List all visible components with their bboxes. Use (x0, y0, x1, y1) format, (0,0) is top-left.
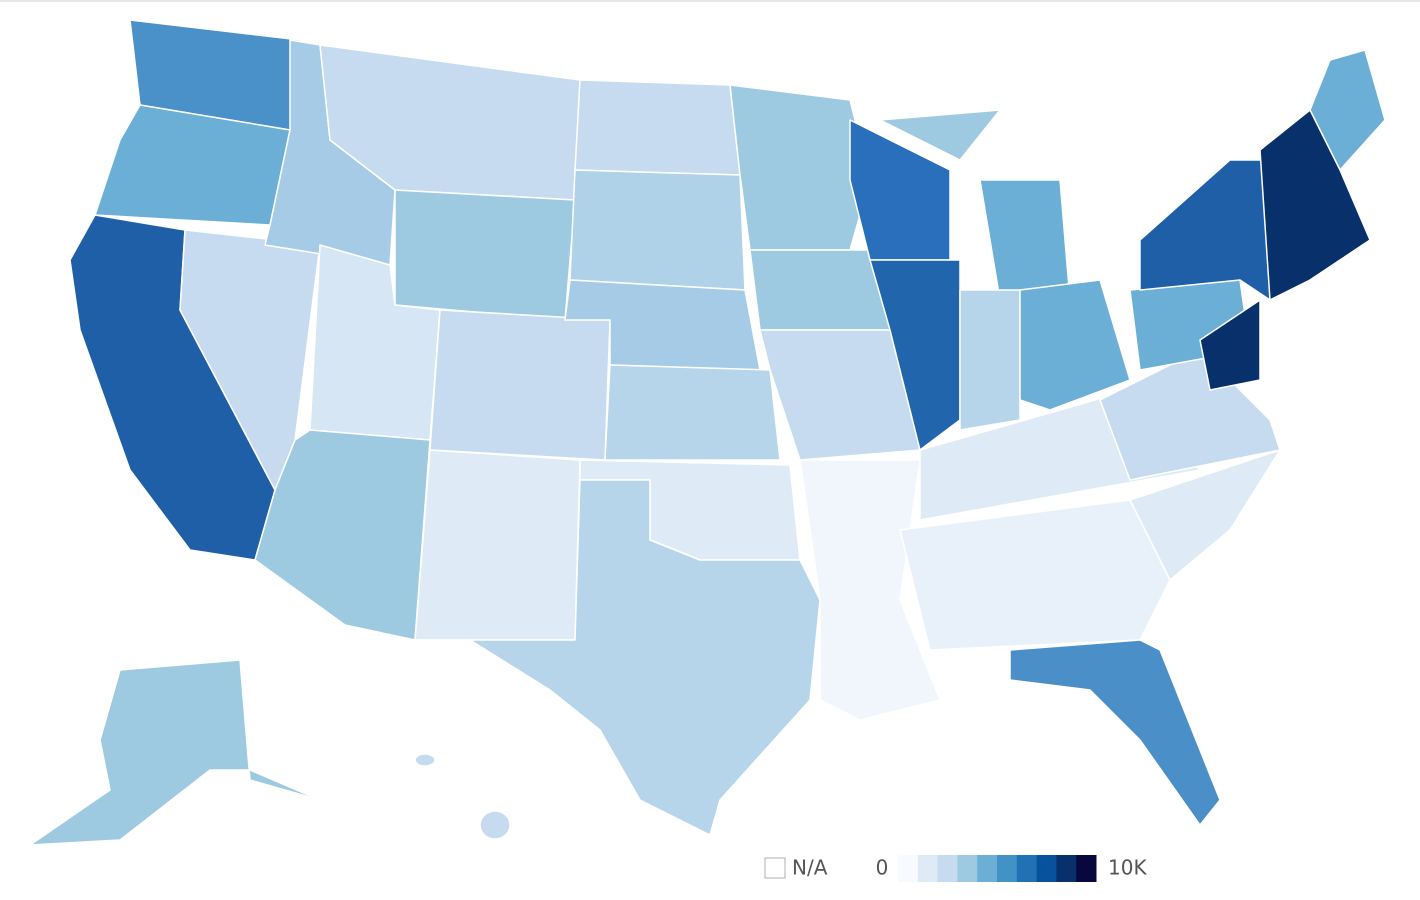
region-alaska (29, 659, 321, 846)
legend-min-label: 0 (876, 856, 889, 880)
region-kansas (604, 364, 781, 461)
region-missouri (759, 329, 921, 461)
legend-swatch (977, 855, 998, 882)
region-florida (1009, 639, 1221, 826)
region-minnesota (729, 84, 871, 251)
region-michigan-upper (879, 109, 1001, 161)
legend-swatch (898, 855, 919, 882)
region-hawaii (479, 810, 511, 840)
legend-swatch (1076, 855, 1097, 882)
region-ohio (1019, 279, 1131, 411)
region-new-york (1139, 159, 1271, 301)
region-indiana (959, 289, 1021, 431)
legend: N/A 0 10K (764, 855, 1147, 882)
region-north-dakota (574, 79, 741, 176)
legend-swatches (898, 855, 1097, 882)
region-oregon (94, 104, 291, 226)
na-label: N/A (792, 856, 828, 880)
region-mid-atlantic (1199, 299, 1261, 391)
region-new-mexico (414, 449, 581, 641)
region-deep-south (899, 499, 1171, 651)
region-illinois (869, 259, 961, 451)
region-texas (414, 479, 821, 836)
legend-swatch (917, 855, 939, 882)
na-swatch (764, 857, 786, 879)
region-carolinas (1129, 449, 1281, 581)
region-hawaii-islands (414, 753, 436, 767)
region-colorado (429, 309, 611, 461)
region-wyoming (394, 189, 576, 321)
legend-swatch (957, 855, 978, 882)
region-new-england (1259, 109, 1371, 301)
legend-swatch (997, 855, 1018, 882)
legend-swatch (1056, 855, 1077, 882)
region-south-dakota (569, 169, 746, 291)
region-arkansas-louisiana (799, 459, 941, 721)
legend-max-label: 10K (1108, 856, 1147, 880)
legend-swatch (937, 855, 958, 882)
region-iowa (749, 249, 891, 331)
us-map (29, 19, 1386, 846)
legend-swatch (1016, 855, 1038, 882)
legend-swatch (1036, 855, 1057, 882)
region-michigan (979, 179, 1071, 301)
